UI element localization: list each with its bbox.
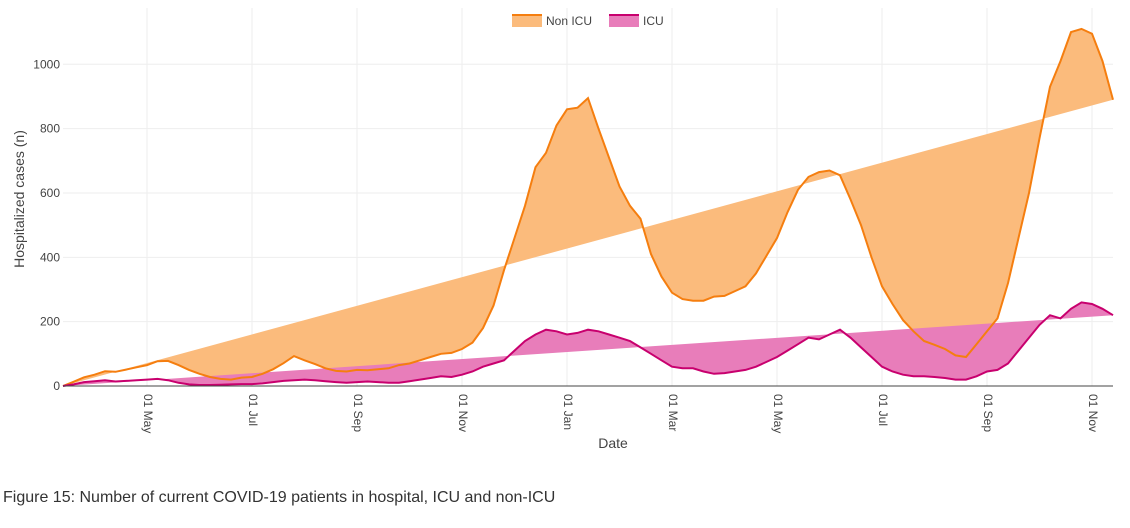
non-icu-line: [62, 27, 1114, 387]
legend-label-non-icu: Non ICU: [546, 14, 592, 28]
x-tick-label: 01 Jul: [246, 394, 260, 426]
y-axis-title: Hospitalized cases (n): [11, 130, 27, 268]
legend-swatch-icu: [609, 15, 639, 27]
x-tick-label: 01 May: [141, 394, 155, 433]
x-tick-label: 01 Jul: [876, 394, 890, 426]
x-tick-label: 01 Sep: [351, 394, 365, 432]
legend-swatch-non-icu: [512, 15, 542, 27]
y-tick-label: 1000: [33, 57, 60, 71]
x-tick-label: 01 Nov: [456, 394, 470, 432]
y-tick-label: 200: [40, 315, 60, 329]
y-tick-label: 0: [53, 379, 60, 393]
hospitalization-chart: 0 200 400 600 800 1000 01 May 01 Jul 01 Sep 01 N…: [11, 8, 1114, 451]
legend[interactable]: Non ICU ICU: [512, 14, 664, 28]
icu-line: [62, 301, 1114, 387]
y-tick-label: 400: [40, 250, 60, 264]
non-icu-area: [63, 28, 1113, 387]
legend-item-non-icu[interactable]: Non ICU: [512, 14, 592, 28]
x-axis-title: Date: [598, 435, 628, 451]
legend-label-icu: ICU: [643, 14, 664, 28]
figure-caption: Figure 15: Number of current COVID-19 pa…: [3, 489, 556, 506]
y-tick-label: 600: [40, 186, 60, 200]
x-tick-label: 01 Mar: [666, 394, 680, 431]
x-tick-label: 01 Sep: [981, 394, 995, 432]
x-tick-label: 01 Jan: [561, 394, 575, 430]
y-axis-ticks: 0 200 400 600 800 1000: [33, 57, 60, 393]
icu-area: [63, 302, 1113, 386]
legend-item-icu[interactable]: ICU: [609, 14, 664, 28]
y-tick-label: 800: [40, 122, 60, 136]
x-axis-ticks: 01 May 01 Jul 01 Sep 01 Nov 01 Jan 01 Mar 01 M…: [141, 394, 1100, 433]
x-tick-label: 01 May: [771, 394, 785, 433]
x-tick-label: 01 Nov: [1086, 394, 1100, 432]
